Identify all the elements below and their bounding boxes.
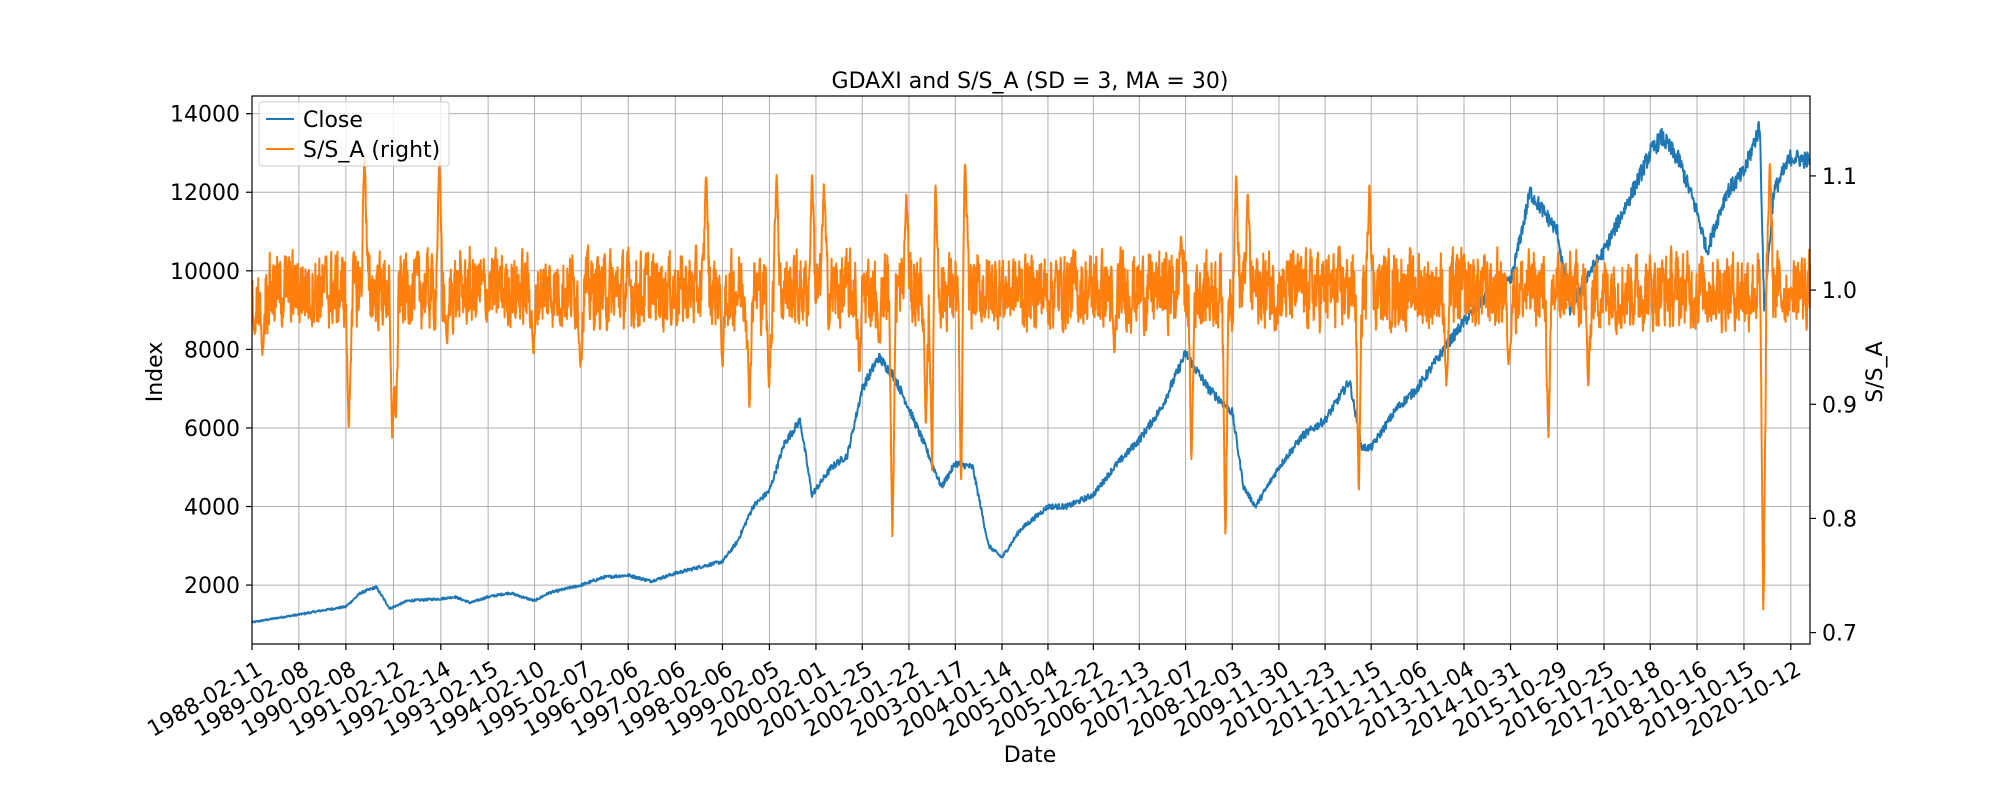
legend: Close S/S_A (right) [258, 101, 450, 167]
grid [251, 96, 1810, 644]
legend-label-ss-a: S/S_A (right) [303, 138, 440, 163]
y-right-tick-label: 0.8 [1822, 507, 1857, 532]
y-left-tick-label: 8000 [184, 338, 240, 363]
y-left-tick-label: 12000 [170, 181, 240, 206]
y-left-tick-label: 6000 [184, 417, 240, 442]
y-left-tick-label: 10000 [170, 260, 240, 285]
y-right-tick-label: 1.1 [1822, 165, 1857, 190]
y-right-tick-label: 0.7 [1822, 622, 1857, 647]
series-close-line [251, 121, 1811, 624]
y-axis-left: 2000 4000 6000 8000 10000 12000 14000 [170, 103, 252, 599]
plot-frame [251, 95, 1811, 645]
y-left-tick-label: 4000 [184, 496, 240, 521]
y-axis-right: 0.7 0.8 0.9 1.0 1.1 [1810, 165, 1857, 647]
y-right-tick-label: 1.0 [1822, 279, 1857, 304]
x-axis: 1988-02-111989-02-081990-02-081991-02-12… [143, 644, 1805, 742]
y-left-tick-label: 14000 [170, 103, 240, 128]
y-left-tick-label: 2000 [184, 574, 240, 599]
x-axis-label: Date [1004, 743, 1057, 768]
legend-label-close: Close [303, 108, 363, 133]
y-right-tick-label: 0.9 [1822, 393, 1857, 418]
legend-box [258, 101, 450, 167]
series-layer [251, 121, 1811, 624]
chart-title: GDAXI and S/S_A (SD = 3, MA = 30) [832, 69, 1229, 94]
y-axis-label-right: S/S_A [1863, 341, 1888, 402]
series-ss-a-line [251, 155, 1811, 611]
y-axis-label-left: Index [143, 342, 168, 403]
